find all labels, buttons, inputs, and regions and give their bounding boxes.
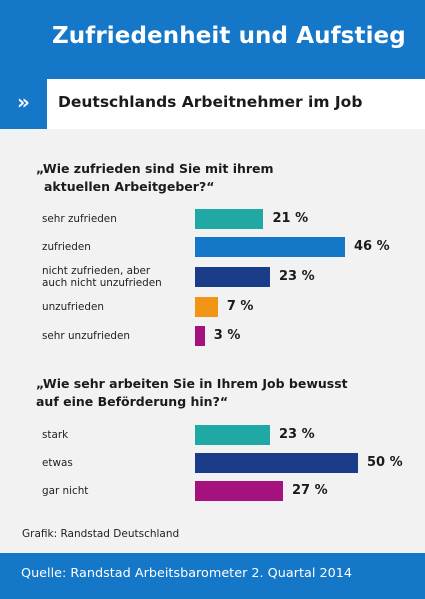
- category-label: stark: [42, 429, 68, 441]
- category-label: nicht zufrieden, aber auch nicht unzufrie…: [42, 265, 162, 289]
- bar: [195, 453, 358, 473]
- value-label: 23 %: [278, 427, 315, 442]
- question-2-line-1: „Wie sehr arbeiten Sie in Ihrem Job bewu…: [36, 376, 348, 391]
- category-label-line: sehr unzufrieden: [42, 330, 130, 342]
- category-label-line: stark: [42, 429, 69, 441]
- page-title: Zufriedenheit und Aufstieg: [52, 23, 406, 49]
- footer-banner: Quelle: Randstad Arbeitsbarometer 2. Qua…: [0, 553, 425, 599]
- category-label: unzufrieden: [42, 301, 104, 313]
- value-label: 3 %: [213, 328, 241, 343]
- bar: [195, 267, 270, 287]
- question-2-title: „Wie sehr arbeiten Sie in Ihrem Job bewu…: [36, 375, 396, 411]
- category-label: sehr unzufrieden: [42, 330, 130, 342]
- bar: [195, 326, 205, 346]
- category-label-line: unzufrieden: [42, 301, 104, 313]
- question-1-line-2: aktuellen Arbeitgeber?“: [44, 179, 215, 194]
- question-2-line-2: auf eine Beförderung hin?“: [36, 394, 229, 409]
- value-label: 50 %: [367, 455, 403, 470]
- question-1-line-1: „Wie zufrieden sind Sie mit ihrem: [36, 161, 274, 176]
- category-label-line: sehr zufrieden: [42, 213, 117, 225]
- subtitle-band: » Deutschlands Arbeitnehmer im Job: [0, 79, 425, 129]
- graphic-credit: Grafik: Randstad Deutschland: [22, 528, 180, 540]
- value-label: 7 %: [226, 299, 254, 314]
- category-label-line: gar nicht: [42, 485, 89, 497]
- bar: [195, 297, 218, 317]
- value-label: 21 %: [272, 211, 309, 226]
- category-label: etwas: [42, 457, 73, 469]
- category-label: sehr zufrieden: [42, 213, 117, 225]
- value-label: 27 %: [292, 483, 328, 498]
- category-label-line: zufrieden: [42, 241, 91, 253]
- value-label: 23 %: [278, 269, 315, 284]
- subtitle: Deutschlands Arbeitnehmer im Job: [58, 93, 363, 111]
- category-label: zufrieden: [42, 241, 91, 253]
- category-label: gar nicht: [42, 485, 88, 497]
- header-banner: Zufriedenheit und Aufstieg: [0, 0, 425, 79]
- category-label-line: etwas: [42, 457, 73, 469]
- category-label-line: auch nicht unzufrieden: [42, 277, 162, 289]
- bar: [195, 237, 345, 257]
- bar: [195, 425, 270, 445]
- source-note: Quelle: Randstad Arbeitsbarometer 2. Qua…: [21, 566, 353, 581]
- bar: [195, 209, 264, 229]
- bar: [195, 481, 284, 501]
- value-label: 46 %: [353, 239, 390, 254]
- double-chevron-icon: »: [0, 79, 47, 129]
- category-label-line: nicht zufrieden, aber: [42, 265, 151, 277]
- question-1-title: „Wie zufrieden sind Sie mit ihrem aktuell…: [36, 160, 396, 196]
